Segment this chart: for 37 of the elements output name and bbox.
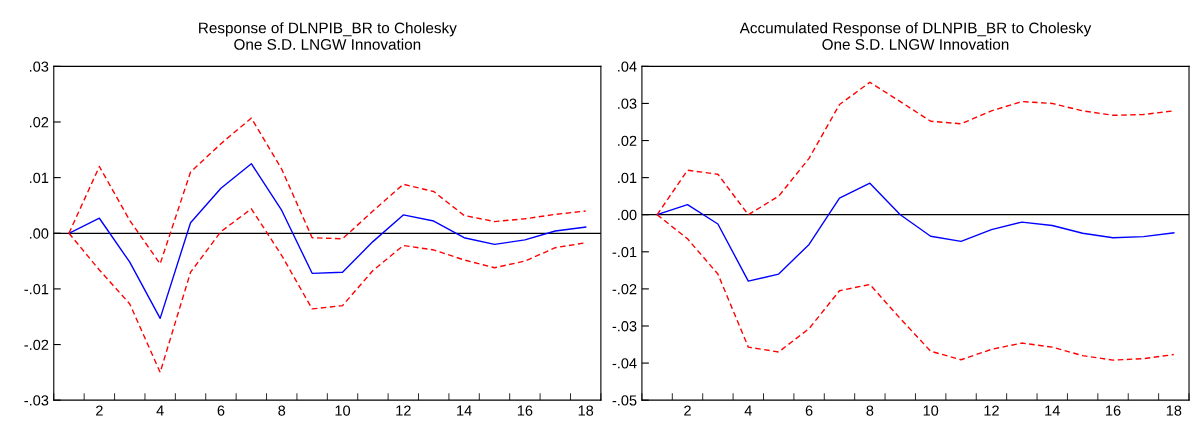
- x-tick-label: 2: [684, 405, 691, 416]
- x-tick-label: 6: [805, 405, 813, 416]
- y-tick-label: .03: [618, 98, 637, 109]
- y-tick-label: -.05: [612, 395, 637, 406]
- y-tick-label: -.02: [24, 339, 49, 350]
- y-tick-label: -.03: [24, 395, 49, 406]
- y-tick-label: .00: [29, 228, 49, 239]
- x-tick-label: 8: [278, 405, 286, 416]
- x-tick-label: 6: [217, 405, 225, 416]
- y-tick-label: .01: [29, 172, 49, 184]
- y-tick-label: .02: [618, 135, 637, 146]
- y-tick-label: -.03: [612, 321, 637, 332]
- x-tick-label: 16: [1106, 405, 1121, 416]
- x-tick-label: 4: [744, 405, 752, 416]
- x-tick-label: 16: [517, 405, 533, 416]
- y-tick-label: .00: [618, 209, 637, 221]
- y-tick-label: -.04: [612, 358, 637, 369]
- x-tick-label: 12: [984, 405, 999, 416]
- y-tick-label: -.01: [24, 284, 49, 295]
- x-tick-label: 12: [396, 405, 411, 416]
- x-tick-label: 8: [866, 405, 874, 416]
- y-tick-label: .01: [618, 172, 637, 184]
- chart-title: Response of DLNPIB_BR to Cholesky One S.D. LNGW Innovation: [199, 22, 457, 50]
- x-tick-label: 4: [156, 405, 164, 416]
- x-tick-label: 14: [457, 405, 472, 416]
- y-tick-label: .03: [29, 61, 49, 72]
- y-tick-label: -.01: [612, 246, 637, 258]
- x-tick-label: 2: [96, 405, 103, 416]
- x-tick-label: 14: [1045, 405, 1060, 416]
- y-tick-label: .02: [29, 117, 49, 128]
- chart-title: Accumulated Response of DLNPIB_BR to Cholesky One S.D. LNGW Innovation: [739, 22, 1092, 50]
- y-tick-label: -.02: [612, 284, 637, 295]
- x-tick-label: 18: [578, 405, 594, 416]
- x-tick-label: 10: [335, 405, 351, 416]
- x-tick-label: 10: [923, 405, 939, 416]
- x-tick-label: 18: [1166, 405, 1182, 416]
- y-tick-label: .04: [618, 61, 637, 72]
